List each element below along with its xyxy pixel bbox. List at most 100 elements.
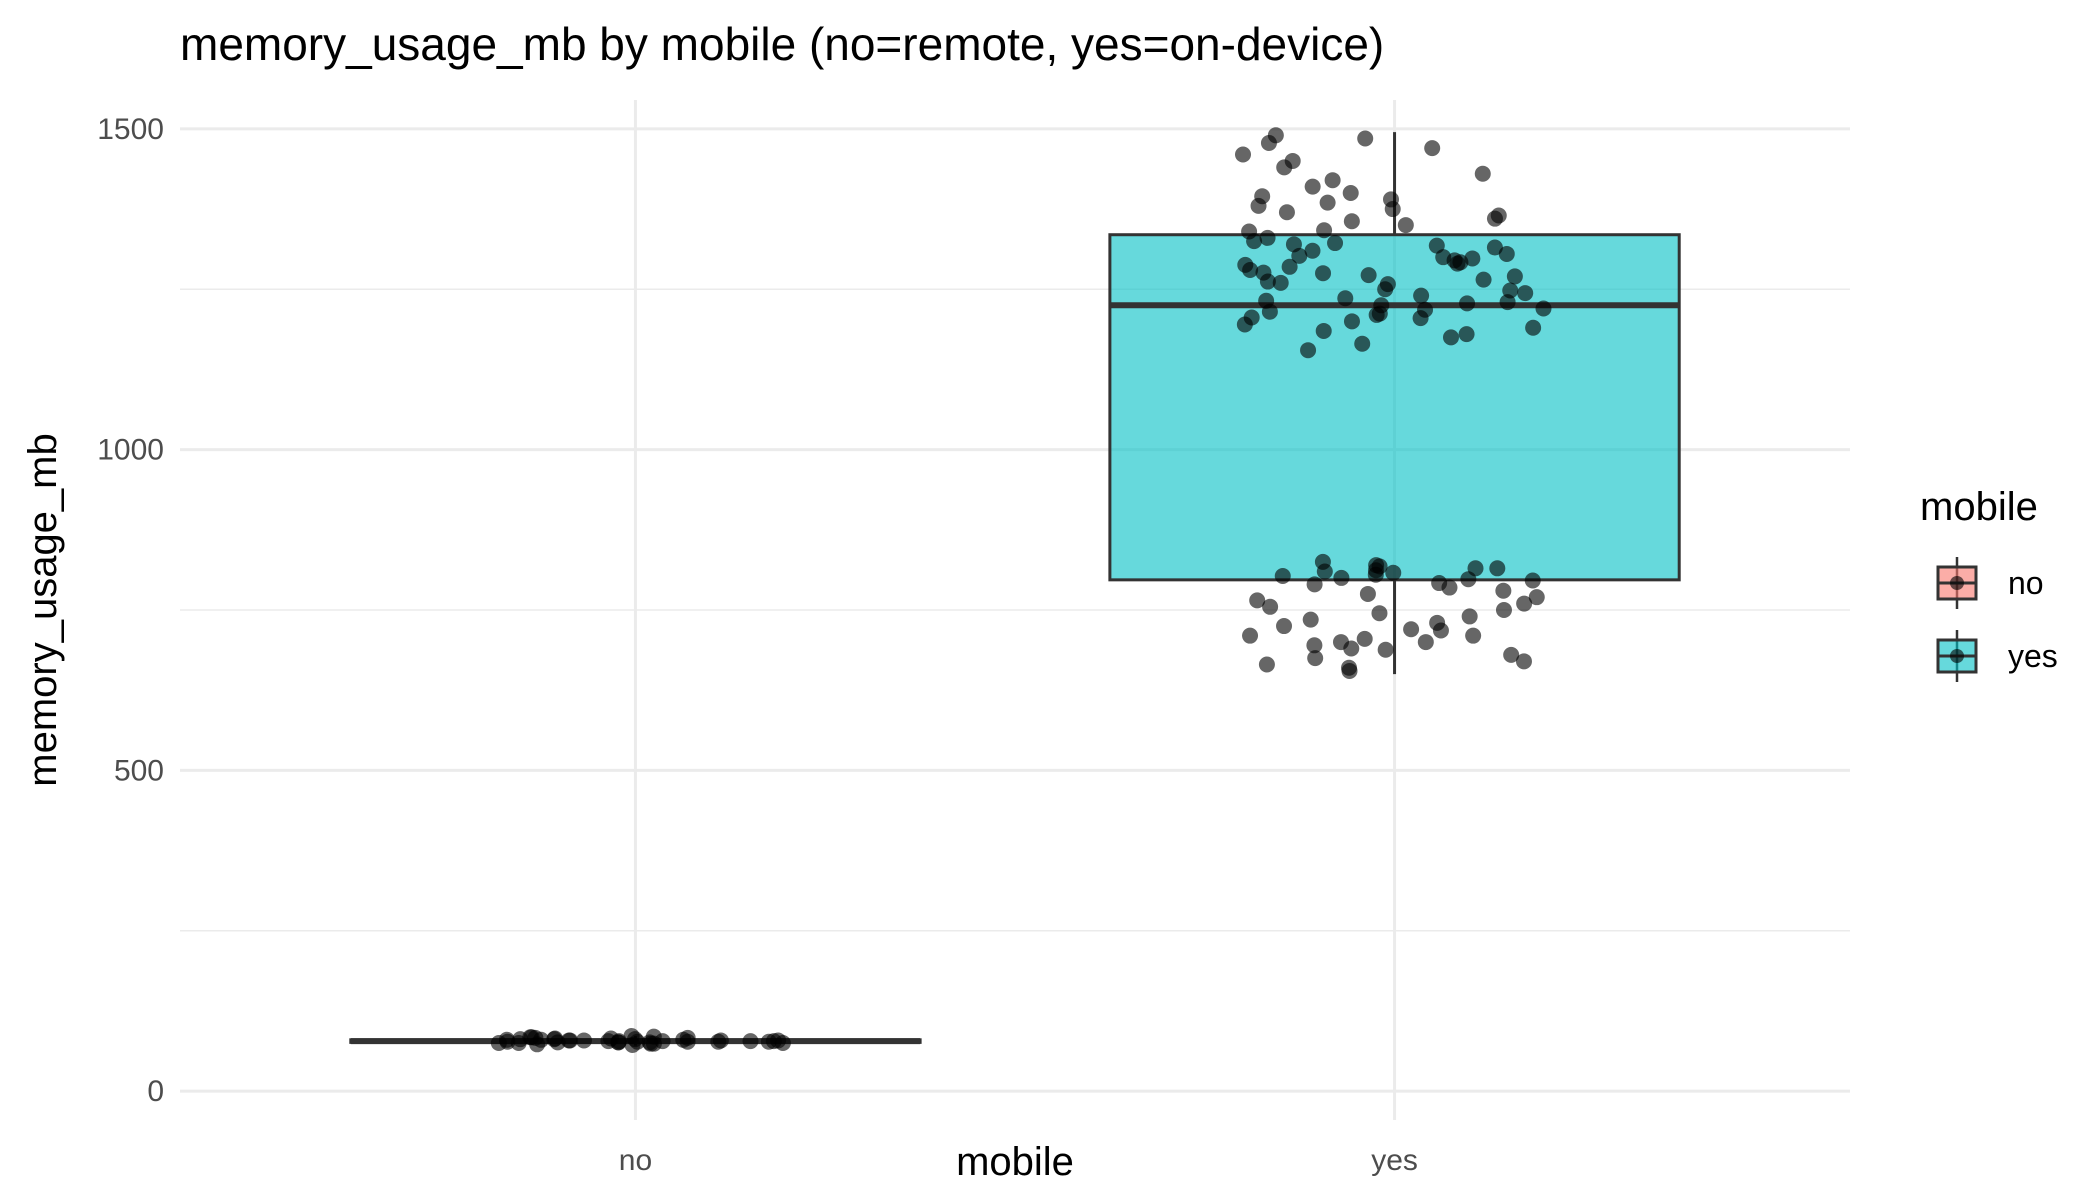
data-point-yes <box>1237 256 1254 273</box>
data-point-yes <box>1243 309 1260 326</box>
data-point-yes <box>1461 608 1478 625</box>
data-point-yes <box>1535 300 1552 317</box>
data-point-yes <box>1316 563 1333 580</box>
x-axis-title: mobile <box>956 1140 1074 1184</box>
data-point-yes <box>1274 568 1291 584</box>
data-point-yes <box>1281 258 1298 275</box>
data-point-yes <box>1319 194 1336 211</box>
data-point-yes <box>1417 634 1434 651</box>
data-point-no <box>610 1033 627 1050</box>
data-point-yes <box>1272 274 1289 291</box>
legend-key-no: no <box>1936 557 2044 609</box>
data-point-yes <box>1489 560 1506 577</box>
data-point-no <box>490 1035 507 1052</box>
data-point-yes <box>1458 326 1475 343</box>
data-point-yes <box>1267 127 1284 144</box>
data-point-yes <box>1442 329 1459 346</box>
data-point-yes <box>1300 342 1317 359</box>
data-point-yes <box>1255 264 1272 281</box>
data-point-yes <box>1304 242 1321 259</box>
data-point-yes <box>1302 611 1319 628</box>
data-point-yes <box>1258 292 1275 309</box>
data-point-yes <box>1417 301 1434 318</box>
data-point-yes <box>1342 185 1359 202</box>
data-point-yes <box>1502 282 1519 299</box>
data-point-yes <box>1315 322 1332 339</box>
data-point-no <box>623 1027 640 1044</box>
chart-title: memory_usage_mb by mobile (no=remote, ye… <box>180 18 1384 70</box>
data-point-yes <box>1431 575 1448 592</box>
x-tick-label: no <box>619 1144 652 1177</box>
data-point-no <box>575 1032 592 1049</box>
data-point-yes <box>1517 285 1534 302</box>
data-point-yes <box>1465 627 1482 644</box>
data-point-yes <box>1291 247 1308 264</box>
y-tick-label: 1000 <box>97 434 164 467</box>
data-point-yes <box>1333 569 1350 586</box>
data-point-yes <box>1382 191 1399 208</box>
data-point-yes <box>1371 605 1388 622</box>
data-point-yes <box>1276 618 1293 635</box>
data-point-yes <box>1315 265 1332 282</box>
data-point-yes <box>1506 268 1523 285</box>
y-tick-label: 500 <box>114 754 164 787</box>
data-point-yes <box>1343 313 1360 330</box>
data-point-yes <box>1397 217 1414 234</box>
data-point-yes <box>1343 213 1360 230</box>
point-layer <box>490 127 1552 1053</box>
legend-keys: no yes <box>1936 557 2058 682</box>
data-point-yes <box>1528 589 1545 606</box>
data-point-yes <box>1235 146 1252 163</box>
box-yes <box>1108 132 1681 675</box>
data-point-yes <box>1284 152 1301 169</box>
data-point-yes <box>1515 653 1532 670</box>
data-point-yes <box>1424 140 1441 157</box>
data-point-yes <box>1403 621 1420 638</box>
data-point-yes <box>1516 595 1533 612</box>
data-point-yes <box>1377 641 1394 658</box>
data-point-yes <box>1249 592 1266 609</box>
data-point-yes <box>1503 646 1520 663</box>
data-point-yes <box>1278 204 1295 221</box>
data-point-yes <box>1498 245 1515 262</box>
data-point-yes <box>1371 305 1388 322</box>
data-point-yes <box>1262 598 1279 615</box>
data-point-yes <box>1306 576 1323 593</box>
data-point-yes <box>1306 637 1323 654</box>
data-point-yes <box>1242 627 1259 644</box>
data-point-yes <box>1385 564 1402 581</box>
data-point-yes <box>1241 223 1258 240</box>
legend-key-yes: yes <box>1936 630 2058 682</box>
data-point-yes <box>1486 239 1503 256</box>
data-point-yes <box>1525 319 1542 336</box>
data-point-yes <box>1368 557 1385 574</box>
data-point-yes <box>1307 650 1324 667</box>
data-point-yes <box>1467 560 1484 577</box>
data-point-yes <box>1304 178 1321 195</box>
y-tick-label: 1500 <box>97 113 164 146</box>
data-point-yes <box>1337 290 1354 307</box>
data-point-yes <box>1357 130 1374 147</box>
data-point-yes <box>1356 630 1373 647</box>
data-point-yes <box>1354 335 1371 352</box>
data-point-yes <box>1324 172 1341 189</box>
legend-title: mobile <box>1920 485 2038 529</box>
data-point-yes <box>1316 222 1333 239</box>
data-point-no <box>641 1034 658 1051</box>
data-point-yes <box>1327 235 1344 252</box>
data-point-yes <box>1495 582 1512 599</box>
y-axis-title: memory_usage_mb <box>21 433 65 787</box>
data-point-yes <box>1413 287 1430 304</box>
data-point-yes <box>1524 572 1541 589</box>
data-point-yes <box>1429 614 1446 631</box>
y-tick-label: 0 <box>147 1075 164 1108</box>
data-point-yes <box>1254 188 1271 205</box>
data-point-yes <box>1341 659 1358 676</box>
box-layer <box>349 132 1681 1046</box>
data-point-yes <box>1259 229 1276 246</box>
data-point-no <box>560 1032 577 1049</box>
data-point-no <box>774 1035 791 1052</box>
data-point-yes <box>1428 237 1445 254</box>
data-point-yes <box>1490 207 1507 224</box>
